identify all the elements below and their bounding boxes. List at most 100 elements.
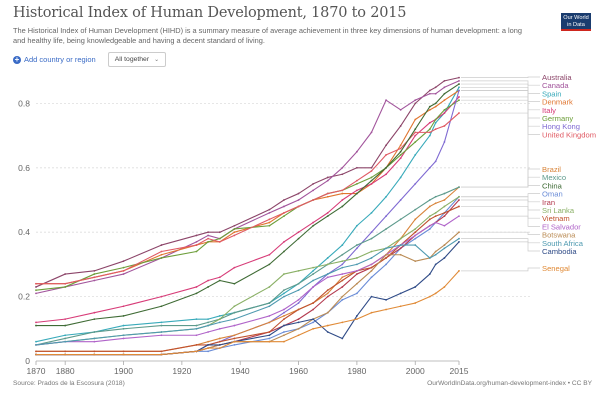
data-point — [458, 215, 460, 218]
data-point — [233, 340, 236, 343]
data-point — [399, 292, 402, 295]
data-point — [443, 79, 446, 82]
data-point — [283, 273, 285, 275]
data-point — [93, 318, 96, 321]
y-axis: 0 0.2 0.4 0.6 0.8 — [18, 98, 30, 366]
data-point — [326, 263, 329, 266]
data-point — [283, 250, 285, 253]
data-point — [297, 302, 300, 304]
series-australia — [35, 76, 460, 288]
y-tick-label: 0.2 — [18, 292, 30, 302]
data-point — [370, 170, 373, 172]
data-point — [195, 334, 198, 337]
data-point — [93, 350, 96, 353]
data-point — [160, 331, 163, 333]
data-point — [428, 224, 431, 227]
data-point — [122, 327, 125, 330]
facet-select-value: All together — [114, 56, 150, 63]
data-point — [326, 292, 329, 295]
add-country-button[interactable]: + Add country or region — [13, 55, 96, 64]
data-point — [355, 318, 358, 321]
data-point — [122, 324, 125, 327]
legend-item: China — [461, 83, 563, 190]
data-point — [326, 324, 329, 327]
legend-item: Iran — [461, 198, 555, 207]
series-china — [35, 83, 460, 327]
data-point — [428, 257, 431, 259]
data-point — [312, 224, 315, 227]
data-point — [399, 176, 402, 179]
data-point — [35, 340, 37, 343]
data-point — [341, 266, 344, 269]
data-point — [312, 273, 315, 275]
logo-line-1: Our World — [563, 15, 589, 21]
data-point — [283, 240, 285, 243]
legend-label: Oman — [542, 190, 563, 199]
legend-label: Sri Lanka — [542, 206, 575, 215]
data-point — [233, 234, 236, 237]
data-point — [443, 199, 446, 201]
legend-connector — [461, 193, 540, 198]
y-tick-label: 0 — [25, 356, 30, 366]
data-point — [326, 192, 329, 195]
data-point — [35, 350, 37, 353]
data-point — [414, 154, 417, 156]
y-tick-label: 0.6 — [18, 163, 30, 173]
data-point — [458, 199, 460, 201]
data-point — [434, 102, 437, 105]
data-point — [312, 279, 315, 282]
data-point — [93, 279, 96, 282]
legend-label: Senegal — [542, 264, 570, 273]
data-point — [370, 183, 373, 185]
data-point — [160, 350, 163, 353]
data-point — [370, 311, 373, 314]
data-point — [458, 112, 460, 114]
legend: AustraliaCanadaSpainDenmarkItalyGermanyH… — [461, 73, 596, 273]
data-point — [428, 105, 431, 108]
data-point — [283, 311, 285, 314]
data-point — [160, 321, 163, 324]
data-point — [341, 337, 344, 340]
data-point — [370, 269, 373, 272]
license-link[interactable]: OurWorldInData.org/human-development-ind… — [427, 380, 592, 387]
data-point — [195, 327, 198, 330]
data-point — [64, 282, 67, 285]
data-point — [64, 318, 67, 321]
series-line — [35, 196, 460, 346]
data-point — [268, 321, 271, 324]
legend-label: United Kingdom — [542, 130, 596, 139]
data-point — [428, 273, 431, 275]
series-line — [35, 80, 460, 294]
data-point — [341, 263, 344, 266]
legend-label: Vietnam — [542, 214, 570, 223]
data-point — [326, 311, 329, 314]
chart-subtitle: The Historical Index of Human Developmen… — [13, 26, 522, 45]
data-point — [326, 289, 329, 292]
data-point — [434, 215, 437, 218]
data-point — [233, 318, 236, 321]
data-point — [283, 308, 285, 311]
data-point — [370, 250, 373, 253]
series-sri-lanka — [35, 195, 460, 346]
add-country-label: Add country or region — [24, 55, 96, 64]
legend-label: Brazil — [542, 165, 561, 174]
data-point — [458, 195, 460, 198]
data-point — [434, 292, 437, 295]
data-point — [399, 247, 402, 250]
chevron-down-icon: ⌄ — [154, 57, 160, 63]
facet-select[interactable]: All together ⌄ — [107, 52, 167, 67]
data-point — [414, 118, 417, 121]
data-point — [355, 179, 358, 182]
data-point — [268, 253, 271, 256]
data-point — [414, 237, 417, 240]
series-line — [35, 215, 460, 346]
data-point — [414, 231, 417, 234]
data-point — [64, 324, 67, 327]
data-point — [443, 257, 446, 259]
owid-logo[interactable]: Our World in Data — [561, 13, 591, 31]
data-point — [207, 344, 210, 346]
data-point — [297, 318, 300, 321]
data-point — [312, 308, 315, 311]
data-point — [370, 237, 373, 240]
series-line — [36, 270, 460, 356]
